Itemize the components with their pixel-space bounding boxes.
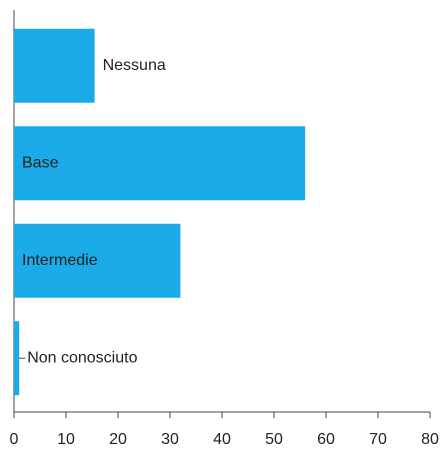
x-tick-label: 20 bbox=[109, 431, 127, 448]
bar-label: Nessuna bbox=[103, 57, 166, 74]
x-tick-label: 50 bbox=[265, 431, 283, 448]
x-tick-label: 30 bbox=[161, 431, 179, 448]
x-tick-label: 80 bbox=[421, 431, 439, 448]
bar bbox=[14, 28, 95, 103]
bar bbox=[14, 321, 20, 396]
x-tick-label: 40 bbox=[213, 431, 231, 448]
x-tick-label: 70 bbox=[369, 431, 387, 448]
x-tick-label: 60 bbox=[317, 431, 335, 448]
x-tick-label: 0 bbox=[10, 431, 19, 448]
bar-label: Base bbox=[22, 154, 59, 171]
bar-label: Intermedie bbox=[22, 252, 98, 269]
x-tick-label: 10 bbox=[57, 431, 75, 448]
bar bbox=[14, 223, 181, 298]
bar-label: Non conosciuto bbox=[27, 349, 137, 366]
bar bbox=[14, 126, 306, 201]
